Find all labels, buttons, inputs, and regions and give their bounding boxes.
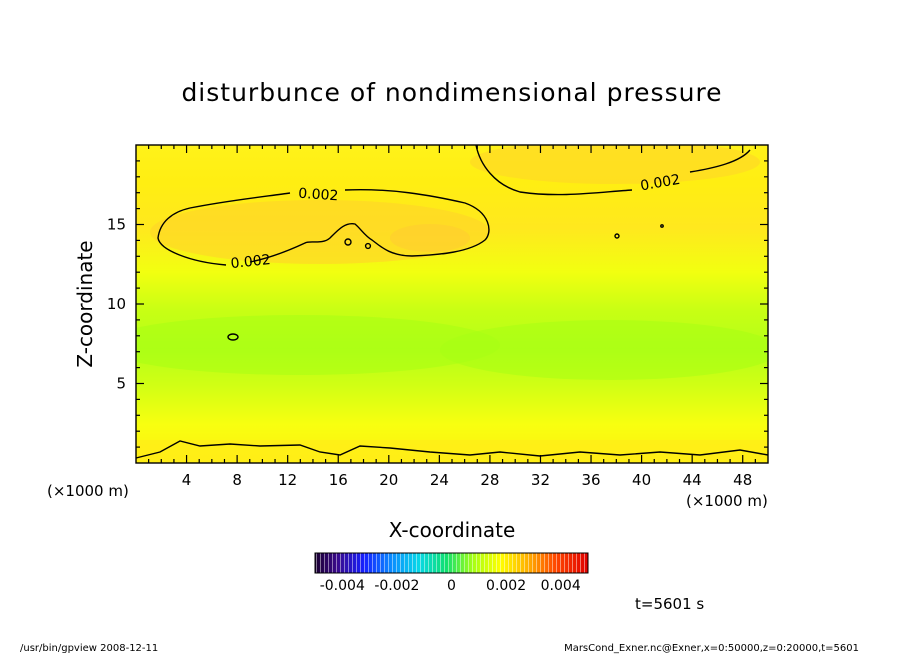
x-tick-label: 44 xyxy=(683,471,702,489)
y-axis-unit: (×1000 m) xyxy=(47,482,129,500)
x-axis-unit: (×1000 m) xyxy=(686,492,768,510)
x-axis-label: X-coordinate xyxy=(389,518,516,542)
contour-surface xyxy=(135,440,769,459)
x-tick-label: 8 xyxy=(232,471,242,489)
axis-ticks xyxy=(136,145,768,463)
x-tick-label: 12 xyxy=(278,471,297,489)
y-tick-label: 15 xyxy=(107,216,126,234)
heatmap-warm-spot xyxy=(390,224,470,252)
heatmap-field xyxy=(136,145,768,463)
colorbar-labels: -0.004 -0.002 0 0.002 0.004 xyxy=(320,578,581,594)
colorbar-stripes xyxy=(315,553,588,573)
contour-upper-right xyxy=(475,144,751,196)
colorbar-frame xyxy=(314,552,589,574)
contour-label-3: 0.002 xyxy=(639,172,681,195)
colorbar-tick-label: 0.004 xyxy=(541,578,581,594)
colorbar-tick-label: -0.004 xyxy=(320,578,365,594)
heatmap-green-region-left xyxy=(136,315,500,375)
y-tick-label: 5 xyxy=(116,375,126,393)
x-tick-label: 16 xyxy=(329,471,348,489)
y-tick-label: 10 xyxy=(107,295,126,313)
contour-label-1: 0.002 xyxy=(298,186,339,205)
x-tick-label: 24 xyxy=(430,471,449,489)
y-axis-label: Z-coordinate xyxy=(73,240,97,367)
x-tick-label: 48 xyxy=(733,471,752,489)
contour-dot-3 xyxy=(344,238,352,246)
footer-right: MarsCond_Exner.nc@Exner,x=0:50000,z=0:20… xyxy=(564,643,859,654)
contour-upper-left xyxy=(157,188,490,266)
contour-dot-2 xyxy=(660,224,664,228)
footer-left: /usr/bin/gpview 2008-12-11 xyxy=(20,643,158,654)
x-tick-label: 32 xyxy=(531,471,550,489)
contour-lines xyxy=(135,144,769,459)
heatmap-green-region-right xyxy=(440,320,768,380)
colorbar-tick-label: -0.002 xyxy=(374,578,419,594)
contour-dot-1 xyxy=(614,233,620,239)
contour-small-loop xyxy=(227,333,239,341)
y-tick-labels: 5 10 15 xyxy=(107,216,126,393)
heatmap-warm-region-top-right xyxy=(470,145,760,184)
contour-label-2: 0.002 xyxy=(230,252,272,272)
x-tick-label: 40 xyxy=(632,471,651,489)
colorbar-tick-label: 0.002 xyxy=(486,578,526,594)
x-tick-label: 28 xyxy=(480,471,499,489)
colorbar-tick-label: 0 xyxy=(447,578,456,594)
x-tick-label: 36 xyxy=(581,471,600,489)
chart-title: disturbunce of nondimensional pressure xyxy=(181,78,722,107)
x-tick-label: 20 xyxy=(379,471,398,489)
x-tick-label: 4 xyxy=(182,471,192,489)
contour-dot-4 xyxy=(364,242,372,250)
heatmap-background xyxy=(136,145,768,463)
colorbar: -0.004 -0.002 0 0.002 0.004 xyxy=(314,552,589,594)
time-label: t=5601 s xyxy=(635,595,704,613)
x-tick-labels: 4 8 12 16 20 24 28 32 36 40 44 48 xyxy=(182,471,752,489)
